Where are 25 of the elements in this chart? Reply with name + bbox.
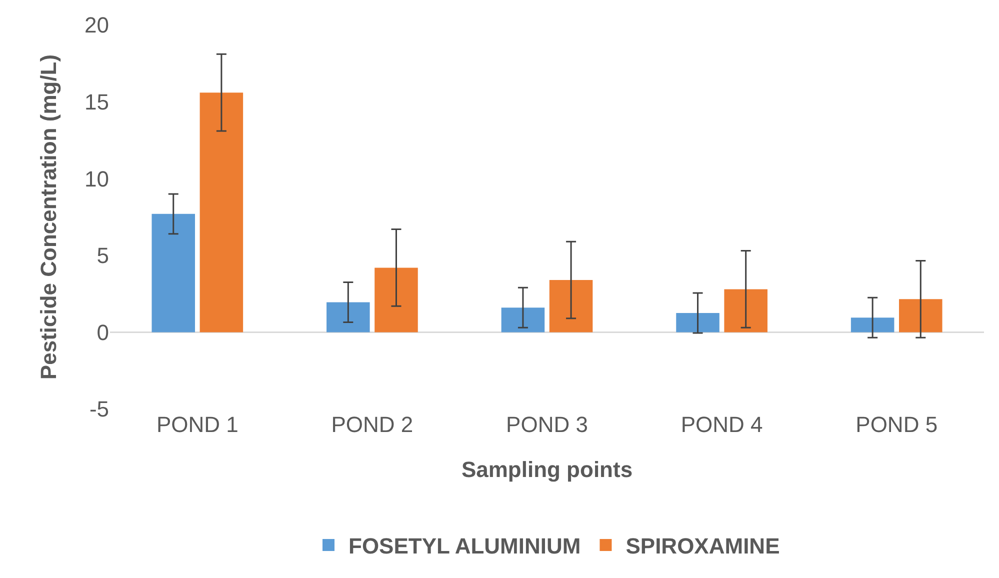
x-tick-label: POND 2 — [331, 412, 414, 437]
x-axis-title: Sampling points — [461, 456, 633, 482]
bar — [724, 289, 768, 332]
legend-label: FOSETYL ALUMINIUM — [348, 534, 581, 559]
bar — [899, 299, 942, 332]
y-tick-label: 10 — [84, 166, 109, 192]
x-tick-label: POND 1 — [156, 412, 238, 437]
y-tick-label: -5 — [89, 396, 109, 422]
legend-label: SPIROXAMINE — [626, 534, 780, 559]
bar — [501, 308, 545, 332]
y-tick-label: 5 — [96, 243, 109, 268]
y-tick-label: 20 — [84, 12, 109, 38]
y-tick-label: 15 — [84, 90, 109, 114]
bar — [549, 280, 593, 332]
x-tick-label: POND 5 — [856, 412, 938, 437]
x-tick-label: POND 4 — [680, 412, 763, 437]
bar — [676, 313, 720, 332]
y-axis-title: Pesticide Concentration (mg/L) — [36, 54, 61, 380]
y-tick-label: 0 — [96, 320, 109, 345]
x-tick-label: POND 3 — [506, 412, 588, 437]
bar — [152, 214, 195, 332]
bar — [200, 92, 244, 332]
bar — [326, 302, 370, 332]
bar — [374, 268, 418, 332]
bar — [850, 318, 894, 332]
